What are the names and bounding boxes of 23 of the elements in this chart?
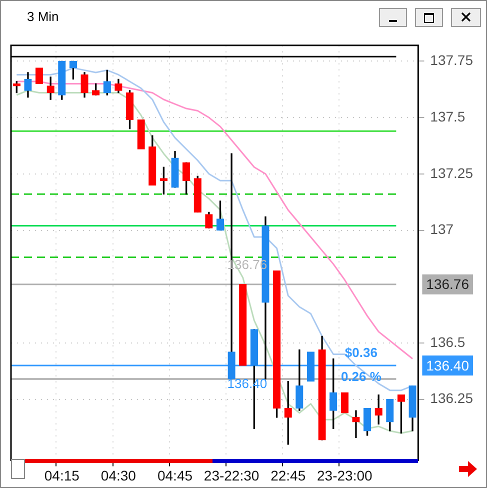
x-tick-label: 23-22:30 [204, 467, 260, 484]
annotation: 0.26 % [340, 369, 382, 384]
x-tick-label: 04:15 [44, 467, 80, 484]
x-tick-label: 04:30 [100, 467, 136, 484]
candlestick [35, 68, 44, 84]
y-tick-label: 137 [430, 221, 454, 238]
x-tick-label: 23-23:00 [317, 467, 373, 484]
y-tick-label: 137.25 [430, 164, 474, 181]
annotation: $0.36 [344, 345, 378, 360]
candlestick [352, 410, 360, 438]
y-tick-label: 136.5 [430, 334, 466, 350]
chart-title: 3 Min [27, 9, 59, 24]
x-tick-label: 22:45 [270, 467, 306, 484]
candlestick [239, 284, 247, 366]
x-tick-label: 04:45 [157, 467, 193, 484]
candlestick [306, 352, 315, 382]
ref-line-label: 136.76 [426, 276, 470, 292]
candlestick [137, 119, 145, 150]
y-tick-label: 137.75 [430, 52, 474, 68]
y-tick-label: 136.25 [430, 390, 474, 406]
candlestick [340, 392, 348, 414]
ref-line-label: 136.40 [426, 357, 470, 374]
y-tick-label: 137.5 [430, 108, 466, 124]
